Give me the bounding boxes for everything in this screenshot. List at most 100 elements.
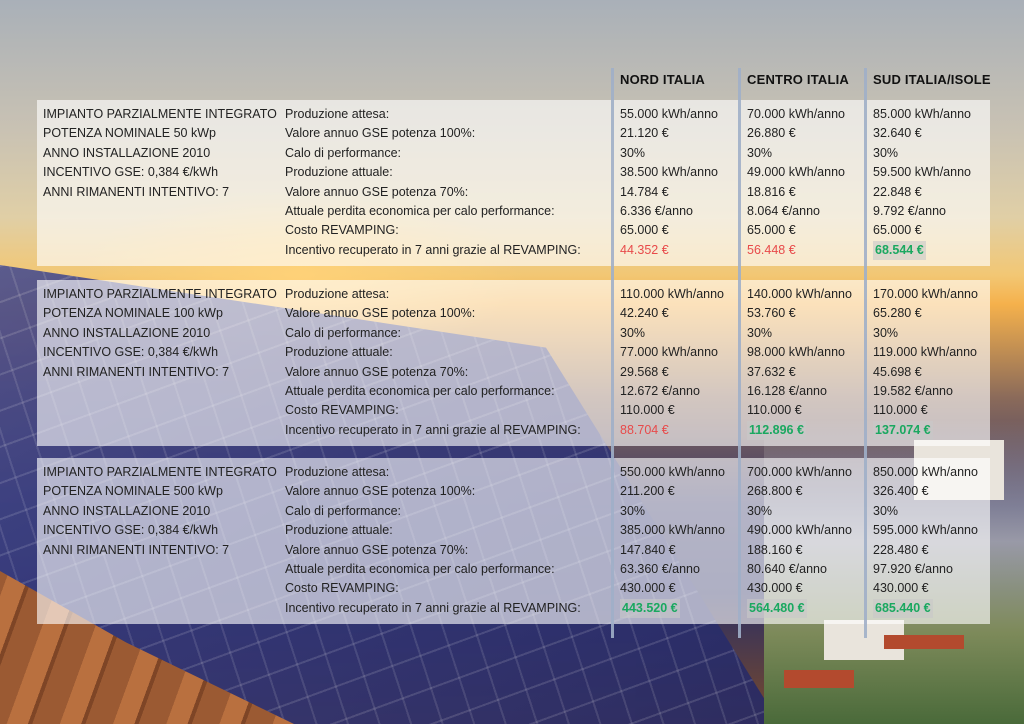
values-sud: 850.000 kWh/anno 326.400 € 30% 595.000 kWh/… — [873, 463, 978, 619]
plant-info-line: ANNO INSTALLAZIONE 2010 — [43, 325, 211, 340]
value-cell: 30% — [873, 145, 899, 160]
value-cell: 326.400 € — [873, 484, 929, 499]
row-label: Valore annuo GSE potenza 70%: — [285, 184, 469, 199]
value-cell: 850.000 kWh/anno — [873, 465, 978, 479]
value-cell: 430.000 € — [620, 581, 676, 596]
value-cell: 8.064 €/anno — [747, 203, 820, 218]
value-cell: 37.632 € — [747, 364, 796, 379]
plant-info-line: ANNI RIMANENTI INTENTIVO: 7 — [43, 364, 230, 379]
row-label: Produzione attuale: — [285, 523, 393, 538]
plant-info-line: IMPIANTO PARZIALMENTE INTEGRATO — [43, 287, 277, 301]
plant-info: IMPIANTO PARZIALMENTE INTEGRATO POTENZA N… — [43, 285, 277, 382]
plant-info-line: POTENZA NOMINALE 500 kWp — [43, 484, 223, 499]
data-block — [37, 100, 990, 266]
value-cell: 9.792 €/anno — [873, 203, 946, 218]
value-cell: 30% — [620, 503, 646, 518]
plant-info-line: ANNO INSTALLAZIONE 2010 — [43, 503, 211, 518]
value-cell: 65.000 € — [747, 223, 796, 238]
value-cell: 12.672 €/anno — [620, 383, 700, 398]
value-cell: 77.000 kWh/anno — [620, 345, 718, 360]
value-cell: 110.000 € — [873, 403, 928, 418]
value-cell: 30% — [747, 503, 773, 518]
plant-info-line: IMPIANTO PARZIALMENTE INTEGRATO — [43, 465, 277, 479]
value-cell: 97.920 €/anno — [873, 561, 953, 576]
row-labels: Produzione attesa: Valore annuo GSE poten… — [285, 105, 581, 260]
values-sud: 170.000 kWh/anno 65.280 € 30% 119.000 kWh/a… — [873, 285, 978, 441]
value-cell: 30% — [747, 325, 773, 340]
value-cell: 30% — [620, 325, 646, 340]
row-label: Costo REVAMPING: — [285, 403, 399, 418]
recovered-incentive-value: 564.480 € — [747, 598, 807, 619]
value-cell: 42.240 € — [620, 306, 669, 321]
value-cell: 170.000 kWh/anno — [873, 287, 978, 301]
row-label: Produzione attesa: — [285, 465, 390, 479]
value-cell: 430.000 € — [873, 581, 929, 596]
plant-info-line: IMPIANTO PARZIALMENTE INTEGRATO — [43, 107, 277, 121]
value-cell: 22.848 € — [873, 184, 922, 199]
row-label: Attuale perdita economica per calo perfo… — [285, 203, 555, 218]
value-cell: 32.640 € — [873, 126, 922, 141]
value-cell: 49.000 kWh/anno — [747, 165, 845, 180]
value-cell: 53.760 € — [747, 306, 796, 321]
value-cell: 80.640 €/anno — [747, 561, 827, 576]
row-label: Incentivo recuperato in 7 anni grazie al… — [285, 422, 581, 437]
header-centro-italia: CENTRO ITALIA — [747, 72, 850, 87]
value-cell: 98.000 kWh/anno — [747, 345, 845, 360]
header-nord-italia: NORD ITALIA — [620, 72, 706, 87]
row-label: Produzione attesa: — [285, 107, 390, 121]
row-label: Attuale perdita economica per calo perfo… — [285, 561, 555, 576]
recovered-incentive-value: 137.074 € — [873, 420, 933, 441]
value-cell: 550.000 kWh/anno — [620, 465, 725, 479]
value-cell: 385.000 kWh/anno — [620, 523, 725, 538]
recovered-incentive-value: 112.896 € — [747, 420, 806, 441]
row-label: Calo di performance: — [285, 145, 402, 160]
value-cell: 110.000 € — [747, 403, 802, 418]
header-sud-italia-isole: SUD ITALIA/ISOLE — [873, 72, 991, 87]
value-cell: 490.000 kWh/anno — [747, 523, 852, 538]
value-cell: 65.000 € — [620, 223, 669, 238]
value-cell: 21.120 € — [620, 126, 669, 141]
value-cell: 140.000 kWh/anno — [747, 287, 852, 301]
divider-line — [611, 68, 614, 638]
value-cell: 63.360 €/anno — [620, 561, 700, 576]
value-cell: 59.500 kWh/anno — [873, 165, 971, 180]
row-label: Produzione attesa: — [285, 287, 390, 301]
value-cell: 595.000 kWh/anno — [873, 523, 978, 538]
plant-info-line: POTENZA NOMINALE 100 kWp — [43, 306, 223, 321]
value-cell: 29.568 € — [620, 364, 669, 379]
divider-line — [864, 68, 867, 638]
row-label: Costo REVAMPING: — [285, 223, 399, 238]
row-label: Attuale perdita economica per calo perfo… — [285, 383, 555, 398]
value-cell: 55.000 kWh/anno — [620, 107, 718, 121]
plant-info-line: INCENTIVO GSE: 0,384 €/kWh — [43, 523, 219, 538]
recovered-incentive-value: 56.448 € — [747, 242, 796, 257]
row-label: Incentivo recuperato in 7 anni grazie al… — [285, 600, 581, 615]
value-cell: 211.200 € — [620, 484, 675, 499]
row-label: Valore annuo GSE potenza 100%: — [285, 306, 476, 321]
values-nord: 55.000 kWh/anno 21.120 € 30% 38.500 kWh/ann… — [620, 105, 718, 260]
value-cell: 228.480 € — [873, 542, 929, 557]
row-label: Valore annuo GSE potenza 100%: — [285, 484, 476, 499]
values-sud: 85.000 kWh/anno 32.640 € 30% 59.500 kWh/ann… — [873, 105, 971, 261]
data-block — [37, 280, 990, 446]
row-label: Produzione attuale: — [285, 345, 393, 360]
data-block — [37, 458, 990, 624]
row-label: Calo di performance: — [285, 503, 402, 518]
values-nord: 550.000 kWh/anno 211.200 € 30% 385.000 kWh/… — [620, 463, 725, 619]
recovered-incentive-value: 443.520 € — [620, 598, 680, 619]
value-cell: 70.000 kWh/anno — [747, 107, 845, 121]
values-centro: 700.000 kWh/anno 268.800 € 30% 490.000 kWh/… — [747, 463, 852, 619]
row-label: Valore annuo GSE potenza 70%: — [285, 542, 469, 557]
recovered-incentive-value: 68.544 € — [873, 240, 926, 261]
value-cell: 26.880 € — [747, 126, 796, 141]
value-cell: 65.000 € — [873, 223, 922, 238]
value-cell: 6.336 €/anno — [620, 203, 693, 218]
value-cell: 119.000 kWh/anno — [873, 345, 978, 360]
plant-info-line: ANNI RIMANENTI INTENTIVO: 7 — [43, 542, 230, 557]
recovered-incentive-value: 88.704 € — [620, 422, 669, 437]
plant-info-line: INCENTIVO GSE: 0,384 €/kWh — [43, 345, 219, 360]
column-headers: NORD ITALIA CENTRO ITALIA SUD ITALIA/ISO… — [0, 72, 1024, 92]
value-cell: 268.800 € — [747, 484, 803, 499]
recovered-incentive-value: 685.440 € — [873, 598, 933, 619]
value-cell: 45.698 € — [873, 364, 922, 379]
